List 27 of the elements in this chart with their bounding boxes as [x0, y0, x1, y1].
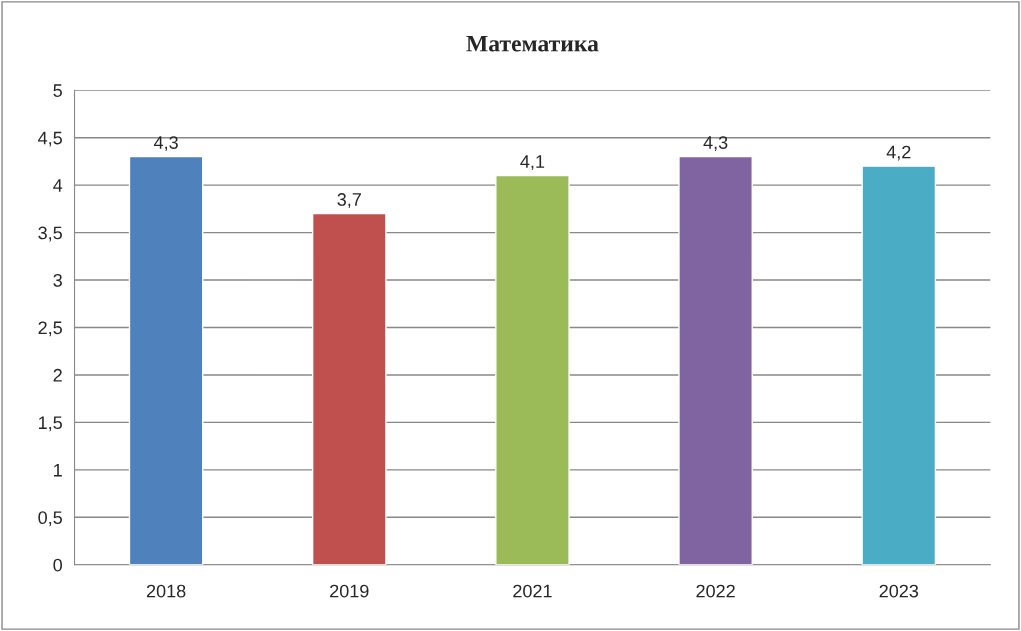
y-tick-label: 0: [53, 558, 63, 572]
y-tick-label: 1: [54, 463, 62, 477]
x-tick-label: 2021: [513, 584, 552, 598]
data-label: 4,3: [703, 136, 728, 152]
bar: [678, 155, 753, 565]
y-tick-label: 2: [53, 368, 62, 382]
y-tick-label: 1,5: [39, 416, 62, 432]
y-tick-label: 4: [53, 179, 63, 192]
data-label: 4,1: [520, 155, 545, 171]
y-tick-label: 4,5: [38, 131, 62, 147]
y-tick-label: 3: [53, 273, 62, 287]
y-tick-label: 0,5: [38, 511, 62, 527]
x-tick-label: 2019: [330, 584, 369, 598]
y-tick-label: 5: [53, 84, 62, 97]
y-tick-label: 2,5: [38, 321, 62, 337]
data-label: 3,7: [337, 193, 361, 208]
x-tick-label: 2022: [696, 584, 735, 598]
bar: [861, 165, 937, 565]
data-label: 4,3: [153, 136, 178, 152]
data-label: 4,2: [886, 145, 911, 161]
x-tick-label: 2023: [879, 584, 919, 598]
chart-title: Математика: [466, 35, 599, 52]
y-tick-label: 3,5: [38, 226, 62, 242]
bar: [495, 174, 570, 565]
x-tick-label: 2018: [146, 584, 186, 598]
bar: [311, 212, 387, 565]
bar: [128, 155, 204, 565]
